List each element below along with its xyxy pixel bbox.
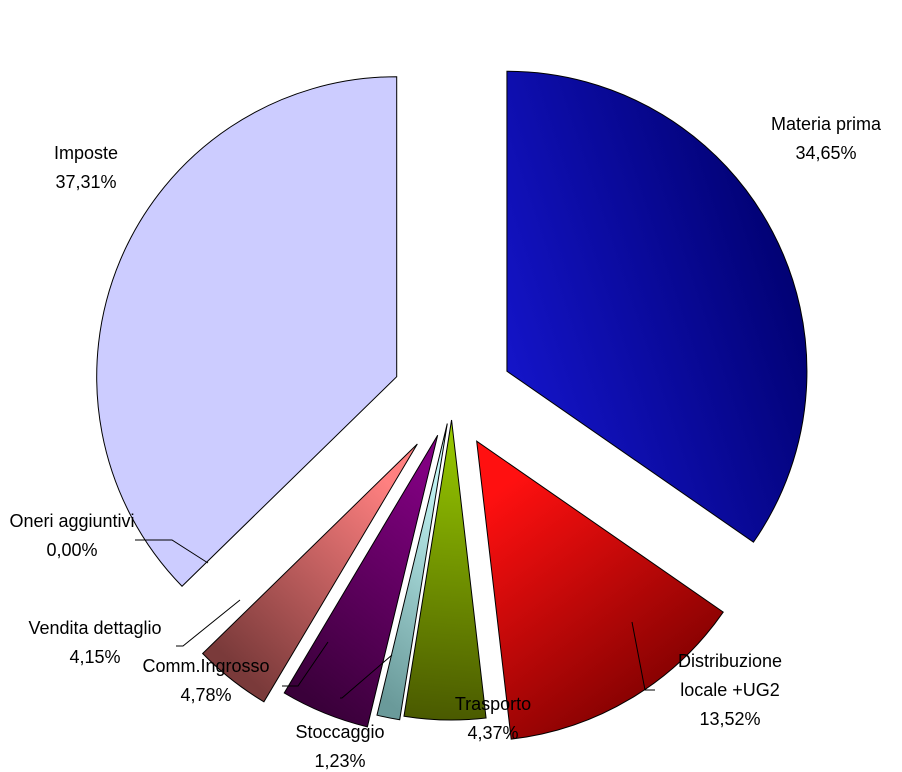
slice-name: Stoccaggio (295, 722, 384, 742)
slice-value: 13,52% (699, 709, 760, 729)
slice-name: Oneri aggiuntivi (9, 511, 134, 531)
pie-slice-trasporto (403, 419, 487, 721)
leader-line (282, 641, 329, 687)
slice-labels: Materia prima 34,65% Distribuzione locale +… (9, 114, 882, 771)
leader-line (135, 539, 209, 564)
slice-label: Trasporto 4,37% (455, 694, 531, 743)
slice-value: 34,65% (795, 143, 856, 163)
leader-line (631, 621, 655, 691)
pie-slice-imposte (96, 76, 398, 587)
slice-name: Vendita dettaglio (28, 618, 161, 638)
slice-label: Stoccaggio 1,23% (295, 722, 384, 771)
pie-slice-stoccaggio (376, 423, 448, 721)
slice-name: Imposte (54, 143, 118, 163)
pie-slice-materia-prima (506, 70, 808, 543)
leader-line (176, 599, 241, 647)
slice-value: 4,37% (467, 723, 518, 743)
slice-name: Distribuzione (678, 651, 782, 671)
slice-value: 37,31% (55, 172, 116, 192)
pie-slice-distribuzione-locale-ug2 (476, 440, 724, 740)
slice-value: 4,15% (69, 647, 120, 667)
slice-label: Distribuzione locale +UG2 13,52% (678, 651, 782, 729)
slices-layer (96, 70, 808, 740)
slice-label: Oneri aggiuntivi 0,00% (9, 511, 134, 560)
slice-value: 1,23% (314, 751, 365, 771)
pie-slice-vendita-dettaglio (201, 443, 418, 703)
slice-value: 4,78% (180, 685, 231, 705)
slice-name: Comm.Ingrosso (142, 656, 269, 676)
slice-name: locale +UG2 (680, 680, 780, 700)
pie-slice-comm-ingrosso (283, 434, 439, 728)
leader-lines (135, 539, 655, 699)
slice-label: Imposte 37,31% (54, 143, 118, 192)
slice-label: Vendita dettaglio 4,15% (28, 618, 161, 667)
slice-name: Trasporto (455, 694, 531, 714)
leader-line (340, 654, 393, 699)
slice-name: Materia prima (771, 114, 882, 134)
slice-value: 0,00% (46, 540, 97, 560)
slice-label: Comm.Ingrosso 4,78% (142, 656, 269, 705)
slice-label: Materia prima 34,65% (771, 114, 882, 163)
